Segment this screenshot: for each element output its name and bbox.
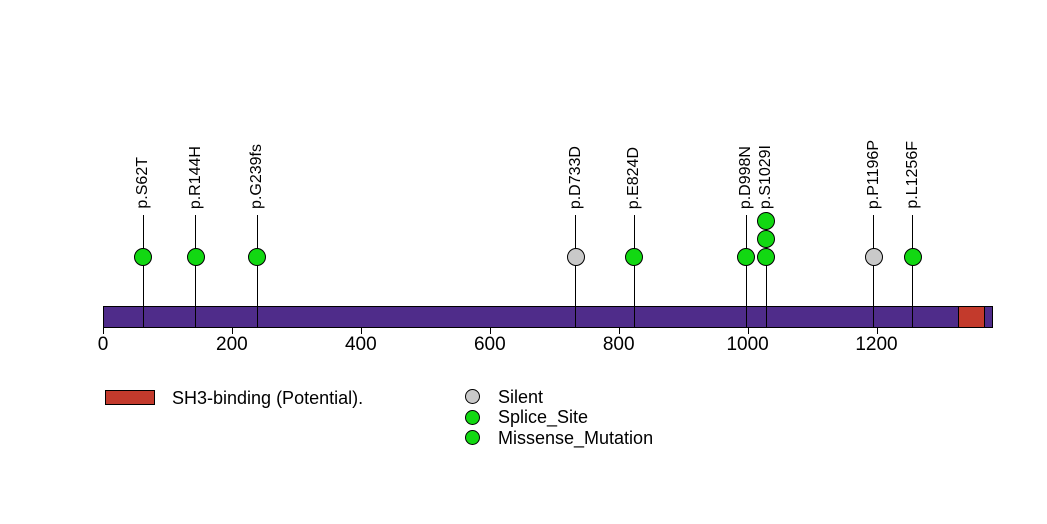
mutation-circle [864, 248, 883, 266]
mutation-circle [625, 248, 644, 266]
legend-circle-icon [465, 389, 480, 404]
mutation-line [912, 215, 914, 328]
mutation-circle [134, 248, 152, 266]
axis-tick [489, 328, 491, 334]
mutation-line [195, 215, 197, 328]
mutation-label: p.E824D [625, 146, 643, 209]
mutation-label: p.L1256F [903, 141, 921, 209]
mutation-label: p.G239fs [248, 144, 266, 209]
legend-label: Missense_Mutation [498, 427, 654, 448]
legend-item: Missense_Mutation [465, 427, 654, 448]
legend-label: Splice_Site [498, 407, 589, 427]
legend-label: Silent [498, 386, 544, 407]
legend-item: Silent [465, 386, 653, 407]
axis-tick-label: 1000 [726, 334, 769, 355]
mutation-line [873, 215, 875, 328]
mutation-line [256, 215, 258, 328]
legend-circle-icon [465, 430, 480, 445]
mutation-label: p.P1196P [864, 139, 882, 209]
axis-tick [618, 328, 620, 334]
mutation-circle [737, 248, 756, 266]
mutation-line [575, 215, 576, 328]
mutation-line [745, 215, 747, 328]
legend-item: Splice_Site [465, 407, 653, 427]
axis-tick-label: 800 [602, 334, 635, 355]
mutation-label: p.S1029I [757, 144, 775, 209]
mutation-circle [186, 248, 205, 266]
axis-tick-label: 200 [216, 334, 248, 355]
axis-tick-label: 400 [344, 334, 377, 355]
mutation-label: p.R144H [186, 145, 204, 209]
axis-tick [876, 328, 878, 334]
legend-mutation-types: Silent Splice_Site Missense_Mutation [465, 386, 654, 448]
mutation-circle [757, 212, 776, 230]
mutation-circle [757, 248, 776, 266]
mutation-circle [757, 230, 776, 248]
axis-tick [103, 328, 104, 334]
mutation-label: p.S62T [134, 157, 151, 209]
axis-tick [231, 328, 233, 334]
axis-tick [360, 328, 362, 334]
mutation-line [765, 215, 767, 328]
mutation-label: p.D733D [566, 145, 584, 209]
legend-domain-label: SH3-binding (Potential). [172, 388, 364, 408]
protein-bar [103, 306, 993, 328]
mutation-line [633, 215, 635, 328]
legend-circle-icon [465, 409, 480, 425]
axis-tick [747, 328, 749, 334]
mutation-circle [248, 248, 267, 266]
mutation-circle [903, 248, 922, 266]
axis-tick-label: 1200 [855, 334, 898, 355]
axis-tick-label: 0 [97, 334, 109, 355]
mutation-circle [566, 248, 585, 266]
domain-sh3-binding [958, 306, 985, 328]
axis-tick-label: 600 [473, 334, 506, 355]
mutation-label: p.D998N [737, 145, 755, 209]
mutation-line [142, 215, 144, 328]
legend-domain-swatch [105, 390, 155, 405]
